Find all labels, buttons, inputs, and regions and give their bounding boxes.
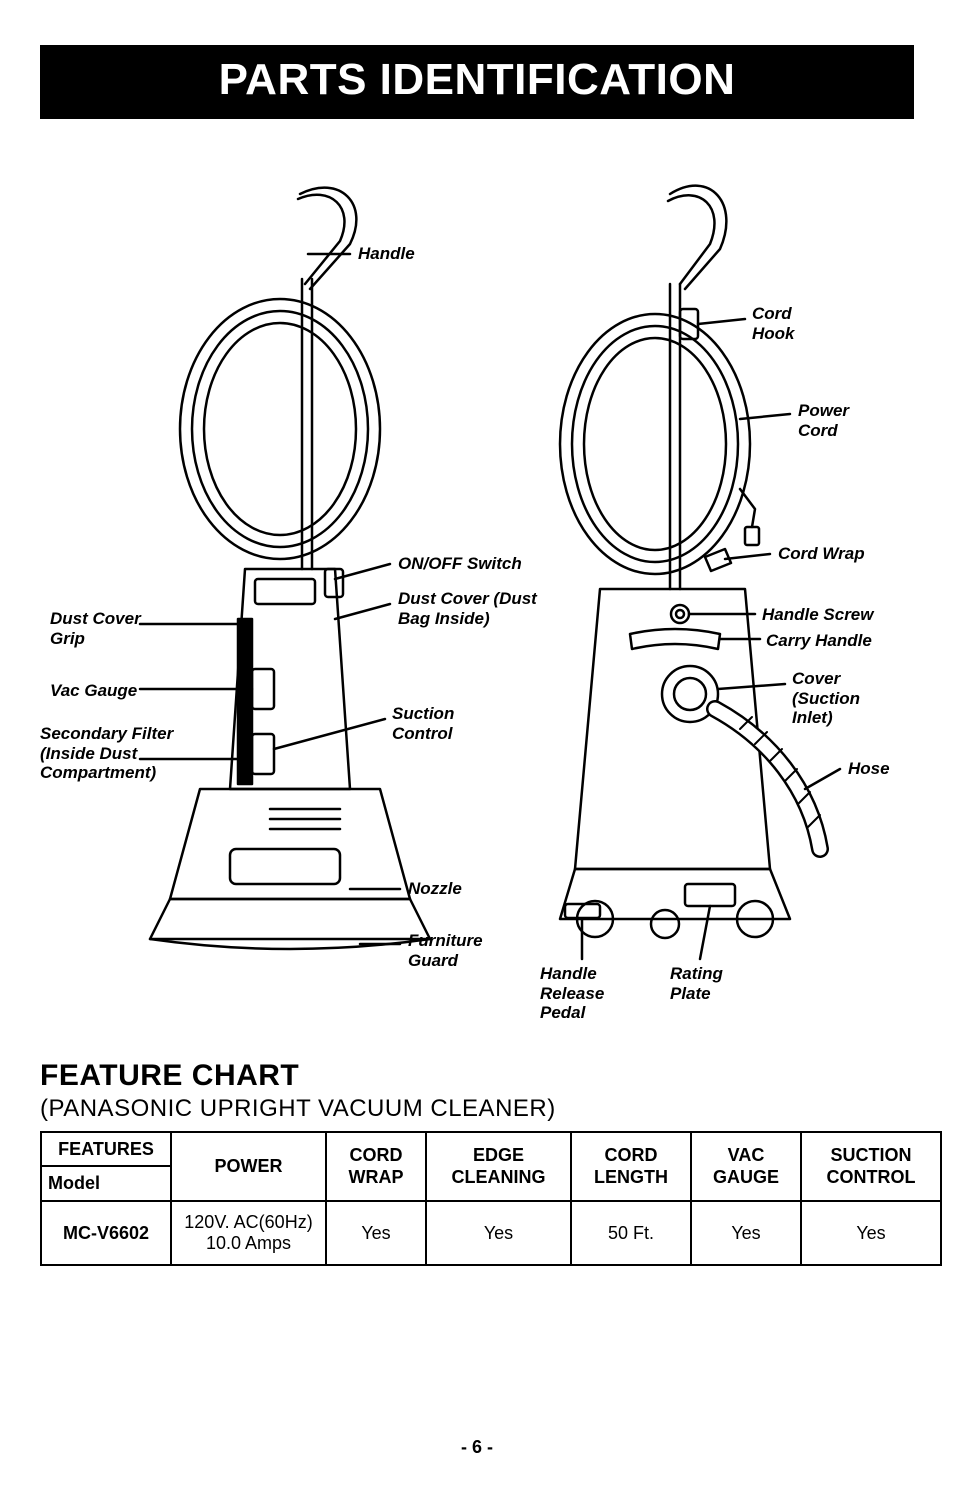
td-model: MC-V6602 xyxy=(41,1201,171,1265)
label-on-off: ON/OFF Switch xyxy=(398,554,522,574)
label-rating-plate: Rating Plate xyxy=(670,964,750,1003)
td-suction-control: Yes xyxy=(801,1201,941,1265)
label-power-cord: Power Cord xyxy=(798,401,868,440)
label-vac-gauge: Vac Gauge xyxy=(50,681,137,701)
label-hose: Hose xyxy=(848,759,890,779)
label-cover: Cover (Suction Inlet) xyxy=(792,669,882,728)
th-edge-cleaning: EDGE CLEANING xyxy=(426,1132,571,1201)
td-cord-length: 50 Ft. xyxy=(571,1201,691,1265)
label-cord-hook: Cord Hook xyxy=(752,304,822,343)
th-vac-gauge: VAC GAUGE xyxy=(691,1132,801,1201)
label-nozzle: Nozzle xyxy=(408,879,462,899)
label-dust-cover-grip: Dust Cover Grip xyxy=(50,609,160,648)
th-cord-wrap: CORD WRAP xyxy=(326,1132,426,1201)
label-handle-screw: Handle Screw xyxy=(762,605,874,625)
th-model: Model xyxy=(42,1165,170,1201)
table-row: MC-V6602 120V. AC(60Hz) 10.0 Amps Yes Ye… xyxy=(41,1201,941,1265)
th-power: POWER xyxy=(171,1132,326,1201)
label-furniture-guard: Furniture Guard xyxy=(408,931,508,970)
label-handle: Handle xyxy=(358,244,415,264)
td-vac-gauge: Yes xyxy=(691,1201,801,1265)
page-number: - 6 - xyxy=(0,1437,954,1458)
td-power: 120V. AC(60Hz) 10.0 Amps xyxy=(171,1201,326,1265)
feature-chart-subtitle: (PANASONIC UPRIGHT VACUUM CLEANER) xyxy=(40,1095,914,1123)
label-carry-handle: Carry Handle xyxy=(766,631,872,651)
page-title: PARTS IDENTIFICATION xyxy=(40,45,914,119)
th-suction-control: SUCTION CONTROL xyxy=(801,1132,941,1201)
th-features: FEATURES xyxy=(42,1133,170,1165)
label-secondary-filter: Secondary Filter (Inside Dust Compartmen… xyxy=(40,724,180,783)
feature-chart-title: FEATURE CHART xyxy=(40,1059,914,1093)
page: PARTS IDENTIFICATION xyxy=(0,0,954,1488)
label-handle-release-pedal: Handle Release Pedal xyxy=(540,964,630,1023)
diagrams-area: Handle ON/OFF Switch Dust Cover (Dust Ba… xyxy=(40,149,914,1049)
label-dust-cover: Dust Cover (Dust Bag Inside) xyxy=(398,589,548,628)
label-cord-wrap: Cord Wrap xyxy=(778,544,865,564)
th-cord-length: CORD LENGTH xyxy=(571,1132,691,1201)
td-cord-wrap: Yes xyxy=(326,1201,426,1265)
feature-table: FEATURES Model POWER CORD WRAP EDGE CLEA… xyxy=(40,1131,942,1266)
label-suction-control: Suction Control xyxy=(392,704,482,743)
td-edge-cleaning: Yes xyxy=(426,1201,571,1265)
th-features-model: FEATURES Model xyxy=(41,1132,171,1201)
